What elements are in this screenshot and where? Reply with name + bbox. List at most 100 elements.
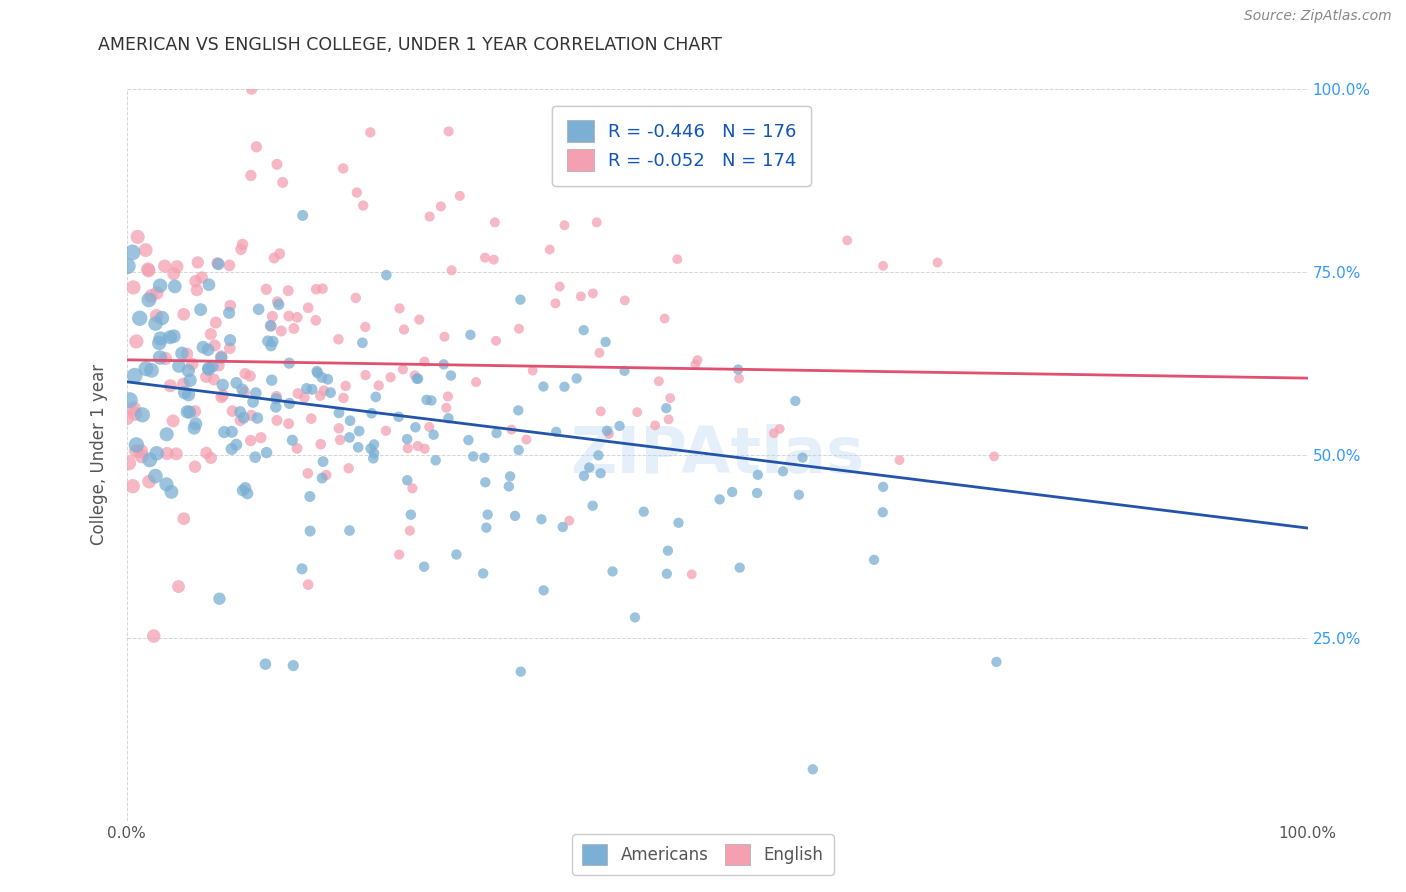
Point <box>406 372 429 386</box>
Point <box>437 411 460 425</box>
Point <box>285 442 308 456</box>
Point <box>131 408 153 422</box>
Point <box>787 488 810 502</box>
Point <box>363 446 385 460</box>
Point <box>551 520 574 534</box>
Point <box>530 512 553 526</box>
Point <box>267 297 290 311</box>
Point <box>131 450 153 464</box>
Point <box>195 369 218 384</box>
Point <box>257 334 280 348</box>
Point <box>162 414 184 428</box>
Point <box>354 368 377 383</box>
Point <box>463 450 485 464</box>
Point <box>181 357 204 371</box>
Point <box>311 370 333 384</box>
Point <box>291 209 314 223</box>
Point <box>553 380 575 394</box>
Point <box>396 442 419 456</box>
Point <box>475 521 498 535</box>
Point <box>983 450 1005 464</box>
Point <box>145 446 167 460</box>
Point <box>316 372 339 386</box>
Point <box>145 469 167 483</box>
Point <box>624 610 647 624</box>
Point <box>311 282 333 296</box>
Point <box>339 524 361 538</box>
Point <box>433 358 456 372</box>
Point <box>204 316 226 330</box>
Point <box>339 414 361 428</box>
Point <box>209 351 232 365</box>
Point <box>173 385 195 400</box>
Point <box>596 424 619 438</box>
Point <box>747 467 769 482</box>
Point <box>292 391 315 405</box>
Point <box>613 364 636 378</box>
Point <box>242 395 264 409</box>
Point <box>145 317 167 331</box>
Point <box>406 439 429 453</box>
Point <box>239 434 262 448</box>
Point <box>163 267 186 281</box>
Point <box>329 433 352 447</box>
Point <box>122 401 145 416</box>
Point <box>508 403 530 417</box>
Point <box>127 230 149 244</box>
Point <box>422 427 444 442</box>
Point <box>121 479 143 493</box>
Point <box>245 140 267 154</box>
Point <box>602 163 624 178</box>
Point <box>125 438 148 452</box>
Point <box>301 382 323 396</box>
Point <box>380 370 402 384</box>
Point <box>218 306 240 320</box>
Point <box>266 389 288 403</box>
Point <box>319 385 342 400</box>
Point <box>250 431 273 445</box>
Point <box>396 432 419 446</box>
Point <box>477 508 499 522</box>
Point <box>297 467 319 481</box>
Point <box>221 404 243 418</box>
Point <box>118 456 141 470</box>
Point <box>360 442 382 456</box>
Point <box>262 310 284 324</box>
Point <box>762 426 785 441</box>
Point <box>312 384 335 398</box>
Point <box>281 434 304 448</box>
Point <box>360 406 382 420</box>
Point <box>657 543 679 558</box>
Point <box>266 413 288 427</box>
Point <box>232 237 254 252</box>
Point <box>889 453 911 467</box>
Point <box>668 516 690 530</box>
Point <box>515 433 537 447</box>
Point <box>239 369 262 384</box>
Point <box>145 309 167 323</box>
Point <box>150 311 173 326</box>
Point <box>135 361 157 376</box>
Point <box>728 371 751 385</box>
Point <box>254 282 277 296</box>
Point <box>277 417 299 431</box>
Point <box>392 362 415 376</box>
Point <box>367 378 389 392</box>
Text: AMERICAN VS ENGLISH COLLEGE, UNDER 1 YEAR CORRELATION CHART: AMERICAN VS ENGLISH COLLEGE, UNDER 1 YEA… <box>98 36 723 54</box>
Point <box>595 334 617 349</box>
Point <box>588 448 610 462</box>
Point <box>167 359 190 373</box>
Point <box>283 321 305 335</box>
Point <box>287 386 309 401</box>
Point <box>499 469 522 483</box>
Point <box>785 393 807 408</box>
Point <box>297 301 319 315</box>
Point <box>186 283 208 297</box>
Point <box>256 445 278 459</box>
Point <box>297 577 319 591</box>
Point <box>399 524 422 538</box>
Point <box>225 376 247 390</box>
Point <box>167 580 190 594</box>
Point <box>388 409 411 424</box>
Point <box>240 409 263 423</box>
